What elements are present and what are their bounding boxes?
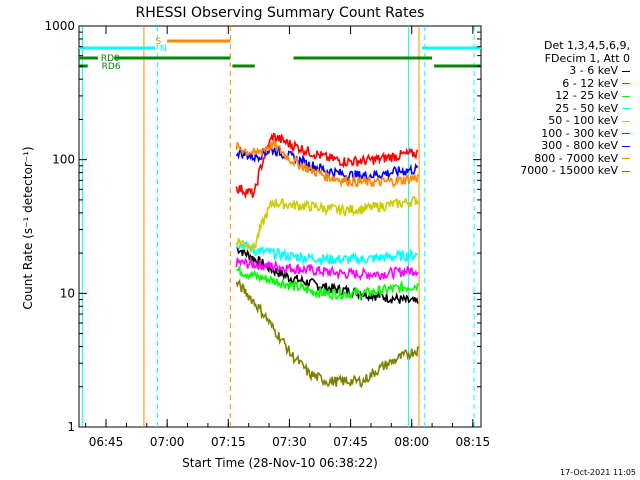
legend-entry-2: 12 - 25 keV <box>460 89 630 103</box>
x-tick-label-1: 07:00 <box>150 435 185 449</box>
timestamp: 17-Oct-2021 11:05 <box>560 468 636 477</box>
series-line-8 <box>235 278 419 389</box>
legend-entry-6: 300 - 800 keV <box>460 139 630 153</box>
legend-entry-8: 7000 - 15000 keV <box>460 164 630 178</box>
flag-label-rd6: RD6 <box>102 62 121 72</box>
x-axis-label: Start Time (28-Nov-10 06:38:22) <box>182 456 378 470</box>
legend-label: 6 - 12 keV <box>562 76 618 90</box>
legend-label: 25 - 50 keV <box>555 101 618 115</box>
legend-label: 800 - 7000 keV <box>534 151 618 165</box>
legend-swatch <box>622 170 630 172</box>
legend-swatch <box>622 120 630 122</box>
legend-entry-0: 3 - 6 keV <box>460 64 630 78</box>
legend-swatch <box>622 70 630 72</box>
legend-label: 50 - 100 keV <box>548 114 618 127</box>
legend-swatch <box>622 108 630 110</box>
flag-label-s: S <box>155 37 161 47</box>
flag-label-n: N <box>160 44 167 54</box>
y-axis-label: Count Rate (s⁻¹ detector⁻¹) <box>21 146 35 309</box>
legend-entry-5: 100 - 300 keV <box>460 126 630 141</box>
y-tick-label-0: 1 <box>67 420 75 434</box>
legend-header-line-1: Det 1,3,4,5,6,9, <box>543 39 630 52</box>
legend-entry-7: 800 - 7000 keV <box>460 151 630 166</box>
series-lines <box>235 132 419 389</box>
plot-frame <box>78 25 482 428</box>
legend-label: 3 - 6 keV <box>569 64 618 77</box>
x-tick-label-4: 07:45 <box>333 435 368 449</box>
y-tick-label-2: 100 <box>52 153 75 167</box>
legend-swatch <box>622 95 630 97</box>
x-tick-label-2: 07:15 <box>211 435 246 449</box>
x-tick-label-3: 07:30 <box>272 435 307 449</box>
legend-swatch <box>622 145 630 147</box>
series-line-4 <box>235 195 419 253</box>
vertical-markers <box>81 26 475 427</box>
legend-header-line-2: FDecim 1, Att 0 <box>544 51 630 65</box>
legend-label: 12 - 25 keV <box>555 89 618 102</box>
chart-title: RHESSI Observing Summary Count Rates <box>136 5 425 21</box>
legend-swatch <box>622 83 630 85</box>
legend-entry-4: 50 - 100 keV <box>460 114 630 128</box>
y-tick-label-3: 1000 <box>44 19 75 33</box>
series-line-6 <box>235 145 419 183</box>
y-tick-label-1: 10 <box>60 286 75 300</box>
legend-swatch <box>622 133 630 135</box>
x-tick-label-5: 08:00 <box>394 435 429 449</box>
legend-swatch <box>622 158 630 160</box>
legend-label: 7000 - 15000 keV <box>520 164 618 177</box>
series-line-2 <box>236 266 419 301</box>
flag-label-rd0: RD0 <box>101 54 120 64</box>
legend-label: 300 - 800 keV <box>541 139 618 152</box>
legend-label: 100 - 300 keV <box>541 126 618 140</box>
series-line-1 <box>235 255 419 282</box>
series-line-7 <box>235 140 419 189</box>
legend: Det 1,3,4,5,6,9, FDecim 1, Att 0 3 - 6 k… <box>460 39 630 178</box>
x-tick-label-6: 08:15 <box>456 435 491 449</box>
legend-entry-1: 6 - 12 keV <box>460 76 630 91</box>
series-line-3 <box>235 240 419 268</box>
series-line-5 <box>235 132 419 200</box>
legend-entry-3: 25 - 50 keV <box>460 101 630 116</box>
x-tick-label-0: 06:45 <box>89 435 124 449</box>
axis-ticks: 06:45 07:00 07:15 07:30 07:45 08:00 08:15 1 10 10… <box>44 19 490 449</box>
